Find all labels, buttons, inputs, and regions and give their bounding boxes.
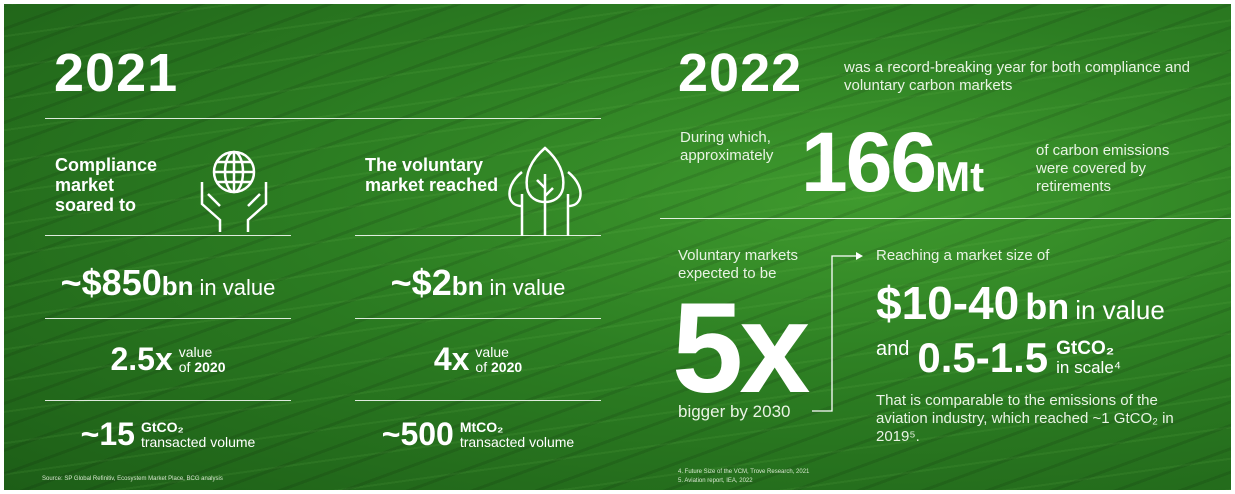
multiple: 4x xyxy=(434,341,470,378)
intro: During which, approximately xyxy=(680,129,795,165)
volume: ~15 xyxy=(81,416,135,453)
volume-unit: MtCO₂ xyxy=(460,420,574,435)
divider xyxy=(45,400,291,401)
value: ~$850 xyxy=(61,262,162,304)
volume-note: transacted volume xyxy=(141,435,255,450)
multiple-year: 2020 xyxy=(491,359,522,375)
footnote: 4. Future Size of the VCM, Trove Researc… xyxy=(678,469,809,475)
year-note: was a record-breaking year for both comp… xyxy=(844,59,1204,95)
value-note: in value xyxy=(490,275,566,301)
amount-unit: Mt xyxy=(935,153,984,201)
amount: 166 xyxy=(801,114,935,211)
forecast-multiple: 5x xyxy=(672,284,806,414)
size-unit: bn xyxy=(1025,286,1069,328)
amount-row: 166 Mt xyxy=(801,114,984,211)
year: 2022 xyxy=(678,42,802,104)
divider xyxy=(45,235,291,236)
comparison: That is comparable to the emissions of t… xyxy=(876,392,1211,446)
globe-hands-icon xyxy=(194,142,274,234)
size-row: $10-40 bn in value xyxy=(876,276,1165,330)
heading: The voluntary market reached xyxy=(365,155,505,195)
multiple-year: 2020 xyxy=(194,359,225,375)
heading: Compliance market soared to xyxy=(55,155,175,215)
volume: ~500 xyxy=(382,416,454,453)
infographic: 2021 Compliance market soared to The vol… xyxy=(4,4,1231,490)
divider xyxy=(355,235,601,236)
value-note: in value xyxy=(200,275,276,301)
volume-unit: GtCO₂ xyxy=(141,420,255,435)
size-intro: Reaching a market size of xyxy=(876,247,1049,265)
divider xyxy=(355,318,601,319)
multiple: 2.5x xyxy=(110,341,172,378)
divider xyxy=(45,318,291,319)
value: ~$2 xyxy=(391,262,452,304)
multiple-note: value xyxy=(179,345,226,360)
scale-note: in scale⁴ xyxy=(1056,358,1121,377)
unit: bn xyxy=(452,271,484,302)
amount-note: of carbon emissions were covered by reti… xyxy=(1036,142,1206,196)
connector-arrow xyxy=(810,250,866,420)
size-note: in value xyxy=(1075,295,1165,326)
divider xyxy=(660,218,1231,219)
scale-value: 0.5-1.5 xyxy=(917,334,1048,382)
footnote: 5. Aviation report, IEA, 2022 xyxy=(678,478,753,484)
size-value: $10-40 xyxy=(876,276,1019,330)
source: Source: SP Global Refinitiv, Ecosystem M… xyxy=(42,476,223,482)
scale-unit: GtCO₂ xyxy=(1056,339,1121,358)
trees-icon xyxy=(502,144,588,236)
scale-and: and xyxy=(876,338,909,361)
divider xyxy=(355,400,601,401)
multiple-of: of xyxy=(179,359,191,375)
multiple-of: of xyxy=(475,359,487,375)
volume-note: transacted volume xyxy=(460,435,574,450)
year: 2021 xyxy=(54,42,178,104)
forecast-note: bigger by 2030 xyxy=(678,402,790,422)
divider xyxy=(45,118,601,119)
unit: bn xyxy=(162,271,194,302)
multiple-note: value xyxy=(475,345,522,360)
